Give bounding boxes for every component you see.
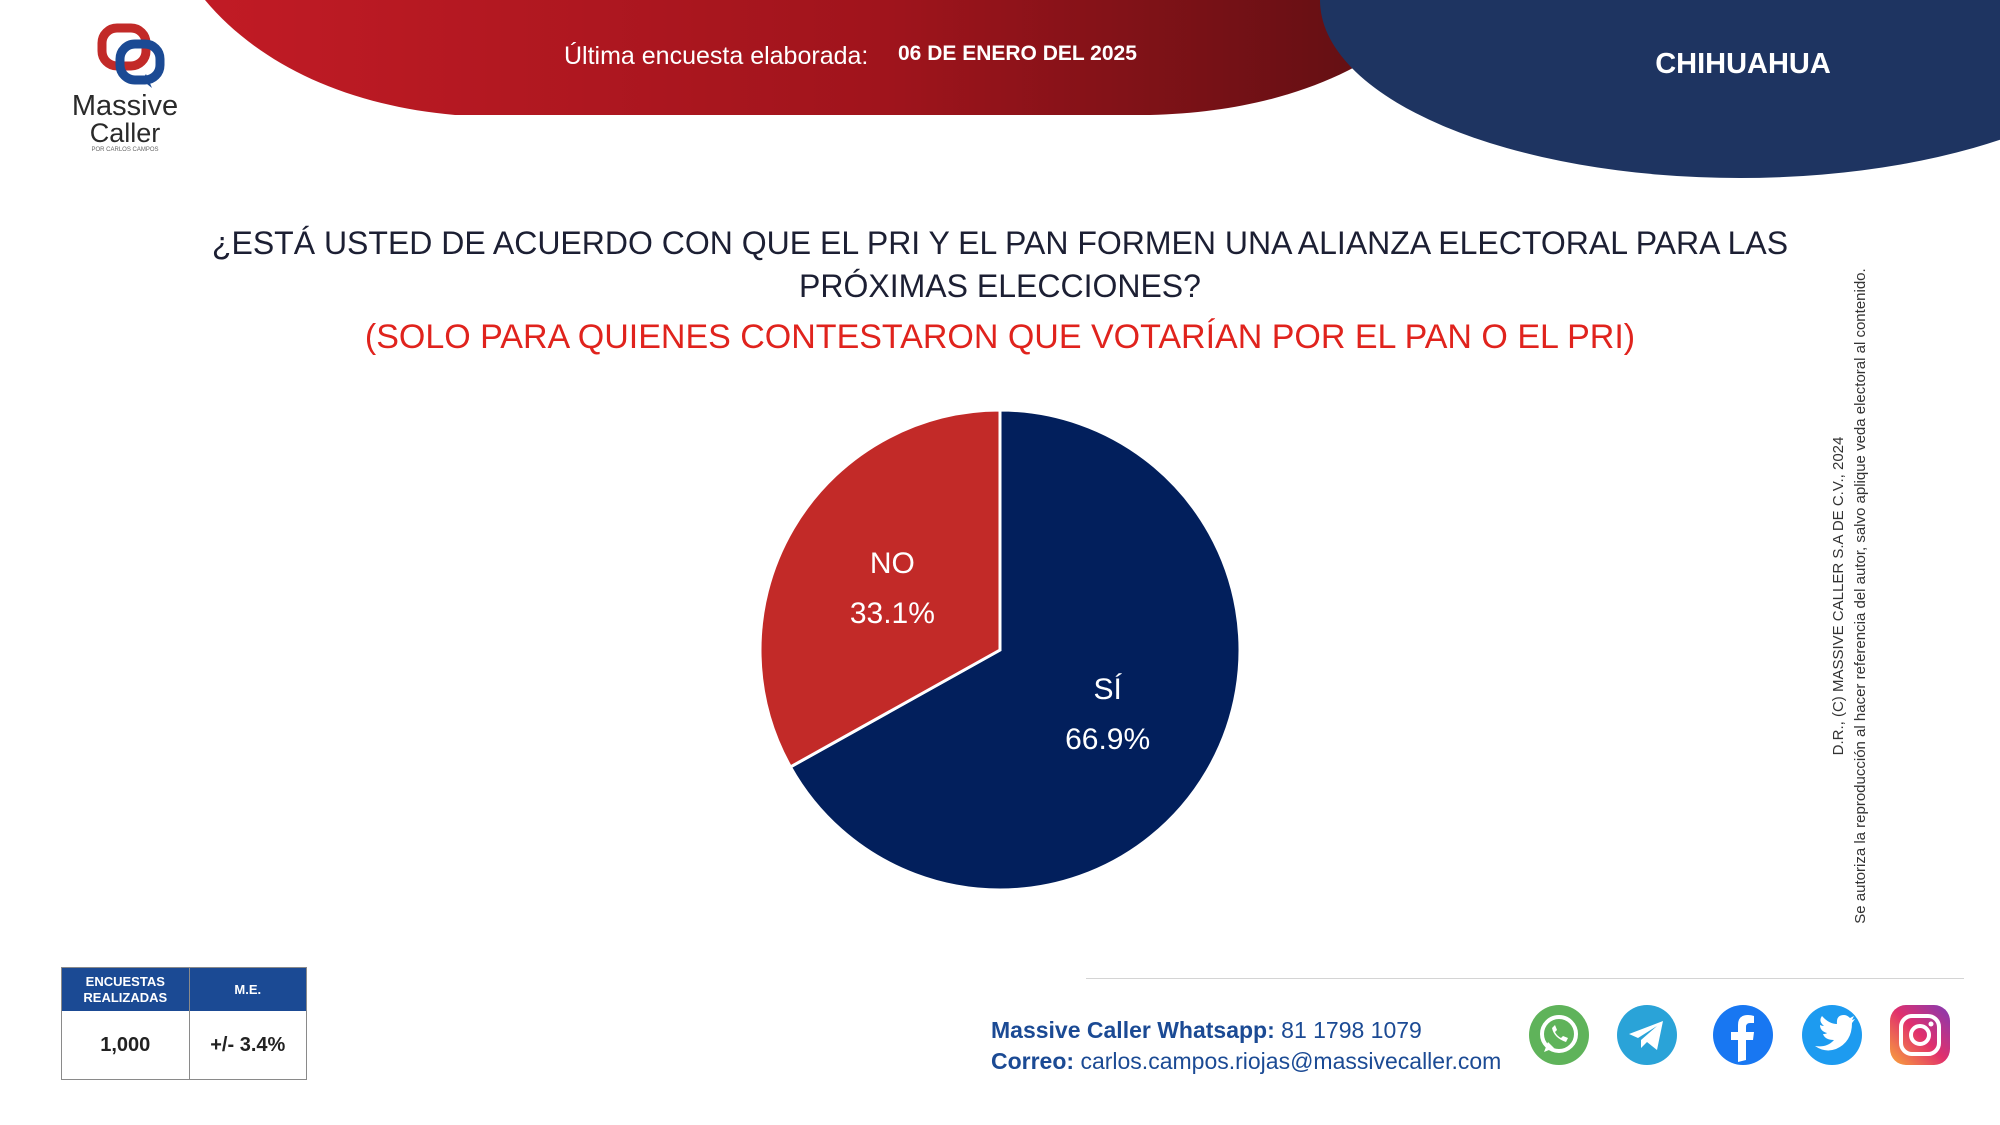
stats-header-surveys-line2: REALIZADAS <box>83 989 168 1005</box>
navy-header-arc <box>1320 0 2000 178</box>
instagram-icon[interactable] <box>1889 1004 1951 1066</box>
copyright-notice: D.R., (C) MASSIVE CALLER S.A DE C.V., 20… <box>1828 226 1888 966</box>
whatsapp-number[interactable]: 81 1798 1079 <box>1281 1017 1422 1043</box>
pie-value-no: 33.1% <box>850 597 935 630</box>
email-address[interactable]: carlos.campos.riojas@massivecaller.com <box>1080 1048 1502 1074</box>
pie-slice-si <box>788 408 1242 892</box>
logo-text-caller: Caller <box>89 118 161 148</box>
copyright-line1: D.R., (C) MASSIVE CALLER S.A DE C.V., 20… <box>1830 436 1847 756</box>
stats-header-surveys: ENCUESTAS REALIZADAS <box>61 967 190 1011</box>
contact-info: Massive Caller Whatsapp: 81 1798 1079 Co… <box>991 1015 1501 1077</box>
survey-date-label: Última encuesta elaborada: <box>564 42 869 70</box>
massive-caller-logo: Massive Caller POR CARLOS CAMPOS <box>60 18 190 158</box>
facebook-icon[interactable] <box>1712 1004 1774 1066</box>
twitter-icon[interactable] <box>1801 1004 1863 1066</box>
email-label: Correo: <box>991 1048 1075 1074</box>
question-title: ¿ESTÁ USTED DE ACUERDO CON QUE EL PRI Y … <box>211 225 1789 304</box>
logo-text-massive: Massive <box>71 90 179 122</box>
pie-slice-no <box>758 408 1002 769</box>
pie-value-si: 66.9% <box>1065 723 1150 756</box>
pie-label-si: SÍ <box>1093 673 1122 706</box>
survey-stats-table: ENCUESTAS REALIZADAS M.E. 1,000 +/- 3.4% <box>61 967 308 1080</box>
whatsapp-contact: Massive Caller Whatsapp: 81 1798 1079 <box>991 1015 1501 1046</box>
social-icons <box>1528 1004 1958 1068</box>
question-subtitle: (SOLO PARA QUIENES CONTESTARON QUE VOTAR… <box>364 318 1636 356</box>
red-header-band <box>205 0 1440 115</box>
pie-label-no: NO <box>870 547 915 580</box>
region-title: CHIHUAHUA <box>1655 48 1831 80</box>
email-contact: Correo: carlos.campos.riojas@massivecall… <box>991 1046 1501 1077</box>
logo-tagline: POR CARLOS CAMPOS <box>91 147 159 153</box>
stats-header-surveys-line1: ENCUESTAS <box>85 973 165 989</box>
telegram-icon[interactable] <box>1616 1004 1678 1066</box>
stats-header-margin: M.E. <box>189 967 308 1011</box>
stats-margin-value: +/- 3.4% <box>189 1011 308 1080</box>
survey-date: 06 DE ENERO DEL 2025 <box>898 42 1137 65</box>
whatsapp-icon[interactable] <box>1528 1004 1590 1066</box>
footer-divider <box>1086 978 1964 979</box>
logo-icon <box>97 23 165 88</box>
pie-chart: SÍ 66.9% NO 33.1% <box>758 408 1242 892</box>
whatsapp-label: Massive Caller Whatsapp: <box>991 1017 1275 1043</box>
copyright-line2: Se autoriza la reproducción al hacer ref… <box>1852 268 1869 924</box>
stats-surveys-value: 1,000 <box>61 1011 190 1080</box>
